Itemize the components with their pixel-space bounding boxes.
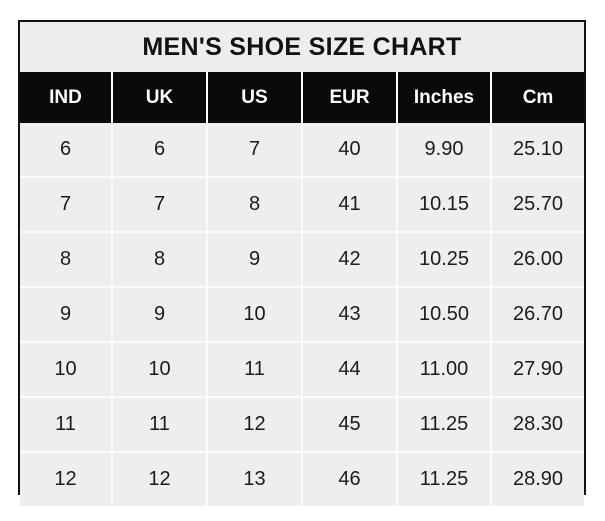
cell-cm: 25.70 xyxy=(490,176,584,232)
table-body: 6 6 7 40 9.90 25.10 7 7 8 41 10.15 25.70… xyxy=(20,123,584,506)
cell-eur: 44 xyxy=(301,341,397,397)
cell-uk: 6 xyxy=(111,123,207,177)
cell-ind: 11 xyxy=(20,396,112,452)
cell-ind: 6 xyxy=(20,123,112,177)
table-row: 7 7 8 41 10.15 25.70 xyxy=(20,176,584,232)
cell-inches: 10.25 xyxy=(396,231,491,287)
cell-cm: 25.10 xyxy=(490,123,584,177)
cell-inches: 10.50 xyxy=(396,286,491,342)
cell-inches: 11.25 xyxy=(396,396,491,452)
column-header-cm: Cm xyxy=(490,72,584,123)
cell-cm: 28.30 xyxy=(490,396,584,452)
cell-ind: 8 xyxy=(20,231,112,287)
header-row: IND UK US EUR Inches Cm xyxy=(20,72,584,123)
shoe-size-table: IND UK US EUR Inches Cm 6 6 7 40 9.90 25… xyxy=(20,72,584,506)
column-header-inches: Inches xyxy=(396,72,491,123)
table-row: 10 10 11 44 11.00 27.90 xyxy=(20,341,584,397)
cell-us: 10 xyxy=(206,286,302,342)
cell-cm: 28.90 xyxy=(490,451,584,506)
column-header-ind: IND xyxy=(20,72,112,123)
column-header-us: US xyxy=(206,72,302,123)
table-header: IND UK US EUR Inches Cm xyxy=(20,72,584,123)
cell-ind: 10 xyxy=(20,341,112,397)
cell-uk: 12 xyxy=(111,451,207,506)
cell-eur: 41 xyxy=(301,176,397,232)
cell-cm: 26.00 xyxy=(490,231,584,287)
cell-us: 9 xyxy=(206,231,302,287)
chart-title-band: MEN'S SHOE SIZE CHART xyxy=(20,22,584,72)
cell-cm: 27.90 xyxy=(490,341,584,397)
cell-uk: 9 xyxy=(111,286,207,342)
cell-cm: 26.70 xyxy=(490,286,584,342)
cell-eur: 43 xyxy=(301,286,397,342)
table-row: 12 12 13 46 11.25 28.90 xyxy=(20,451,584,506)
cell-eur: 40 xyxy=(301,123,397,177)
table-row: 11 11 12 45 11.25 28.30 xyxy=(20,396,584,452)
cell-ind: 12 xyxy=(20,451,112,506)
cell-uk: 10 xyxy=(111,341,207,397)
column-header-uk: UK xyxy=(111,72,207,123)
cell-inches: 9.90 xyxy=(396,123,491,177)
cell-eur: 46 xyxy=(301,451,397,506)
cell-us: 8 xyxy=(206,176,302,232)
table-row: 9 9 10 43 10.50 26.70 xyxy=(20,286,584,342)
column-header-eur: EUR xyxy=(301,72,397,123)
table-row: 8 8 9 42 10.25 26.00 xyxy=(20,231,584,287)
cell-eur: 42 xyxy=(301,231,397,287)
cell-us: 13 xyxy=(206,451,302,506)
page-title: MEN'S SHOE SIZE CHART xyxy=(142,32,462,61)
cell-uk: 11 xyxy=(111,396,207,452)
cell-uk: 7 xyxy=(111,176,207,232)
cell-us: 7 xyxy=(206,123,302,177)
size-chart-container: MEN'S SHOE SIZE CHART IND UK US EUR Inch… xyxy=(18,20,586,506)
cell-us: 11 xyxy=(206,341,302,397)
table-row: 6 6 7 40 9.90 25.10 xyxy=(20,123,584,177)
cell-uk: 8 xyxy=(111,231,207,287)
cell-us: 12 xyxy=(206,396,302,452)
cell-inches: 10.15 xyxy=(396,176,491,232)
cell-inches: 11.00 xyxy=(396,341,491,397)
cell-ind: 9 xyxy=(20,286,112,342)
cell-inches: 11.25 xyxy=(396,451,491,506)
cell-ind: 7 xyxy=(20,176,112,232)
cell-eur: 45 xyxy=(301,396,397,452)
